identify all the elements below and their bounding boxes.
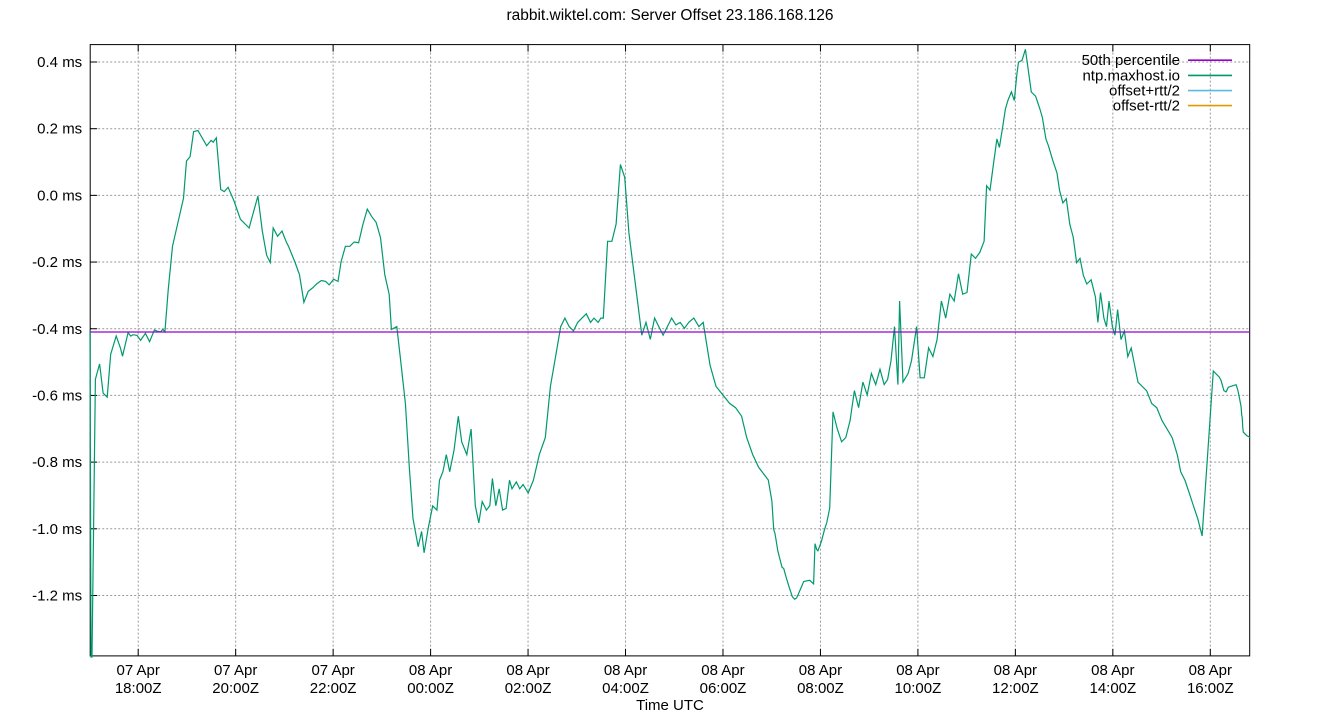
svg-text:06:00Z: 06:00Z — [700, 680, 747, 697]
svg-text:14:00Z: 14:00Z — [1089, 680, 1136, 697]
svg-text:10:00Z: 10:00Z — [895, 680, 942, 697]
svg-text:08 Apr: 08 Apr — [994, 662, 1037, 679]
svg-text:offset-rtt/2: offset-rtt/2 — [1113, 98, 1180, 115]
svg-text:08 Apr: 08 Apr — [506, 662, 549, 679]
svg-text:08:00Z: 08:00Z — [797, 680, 844, 697]
svg-text:12:00Z: 12:00Z — [992, 680, 1039, 697]
svg-text:-0.4 ms: -0.4 ms — [32, 321, 82, 338]
svg-text:20:00Z: 20:00Z — [212, 680, 259, 697]
svg-text:07 Apr: 07 Apr — [117, 662, 160, 679]
svg-text:Time UTC: Time UTC — [636, 697, 704, 714]
svg-text:00:00Z: 00:00Z — [407, 680, 454, 697]
svg-text:08 Apr: 08 Apr — [799, 662, 842, 679]
svg-text:0.0 ms: 0.0 ms — [37, 187, 82, 204]
svg-text:08 Apr: 08 Apr — [1189, 662, 1232, 679]
svg-text:07 Apr: 07 Apr — [214, 662, 257, 679]
svg-text:0.2 ms: 0.2 ms — [37, 121, 82, 138]
svg-text:08 Apr: 08 Apr — [604, 662, 647, 679]
svg-text:22:00Z: 22:00Z — [310, 680, 357, 697]
svg-text:-0.8 ms: -0.8 ms — [32, 454, 82, 471]
svg-text:02:00Z: 02:00Z — [505, 680, 552, 697]
svg-text:-0.2 ms: -0.2 ms — [32, 254, 82, 271]
svg-text:08 Apr: 08 Apr — [409, 662, 452, 679]
svg-text:rabbit.wiktel.com: Server Offs: rabbit.wiktel.com: Server Offset 23.186.… — [506, 7, 833, 24]
svg-text:-0.6 ms: -0.6 ms — [32, 387, 82, 404]
svg-text:-1.0 ms: -1.0 ms — [32, 521, 82, 538]
svg-text:08 Apr: 08 Apr — [896, 662, 939, 679]
svg-text:04:00Z: 04:00Z — [602, 680, 649, 697]
svg-text:07 Apr: 07 Apr — [311, 662, 354, 679]
svg-text:18:00Z: 18:00Z — [115, 680, 162, 697]
svg-text:16:00Z: 16:00Z — [1187, 680, 1234, 697]
svg-text:08 Apr: 08 Apr — [701, 662, 744, 679]
svg-text:0.4 ms: 0.4 ms — [37, 54, 82, 71]
svg-text:-1.2 ms: -1.2 ms — [32, 587, 82, 604]
svg-text:08 Apr: 08 Apr — [1091, 662, 1134, 679]
